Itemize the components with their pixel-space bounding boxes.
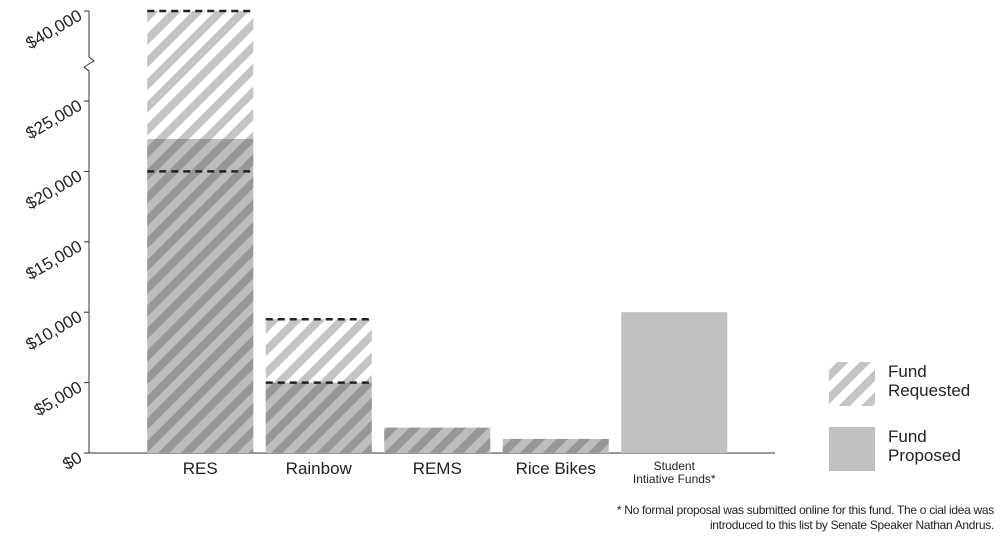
- legend-swatch: [829, 362, 875, 406]
- x-tick-label: Student Intiative Funds*: [632, 459, 716, 486]
- footnote: * No formal proposal was submitted onlin…: [616, 503, 994, 517]
- y-tick-label: $25,000: [23, 96, 86, 143]
- bar-proposed: [502, 438, 609, 453]
- legend-label: Fund Requested: [888, 362, 971, 400]
- legend-label: Fund Proposed: [888, 427, 961, 465]
- bar-proposed: [621, 312, 728, 453]
- y-tick-label: $10,000: [23, 307, 86, 354]
- legend-swatch: [829, 427, 875, 471]
- x-tick-label: RES: [182, 459, 218, 478]
- y-tick-label: $5,000: [31, 377, 86, 419]
- bar-proposed: [147, 139, 254, 454]
- y-tick-label: $0: [59, 448, 85, 474]
- y-tick-label: $20,000: [23, 166, 86, 213]
- x-tick-label: Rice Bikes: [515, 459, 596, 478]
- x-tick-label: REMS: [412, 459, 462, 478]
- x-tick-label: Rainbow: [285, 459, 352, 478]
- bar-proposed: [384, 427, 491, 453]
- bar-proposed: [265, 382, 372, 453]
- footnote: introduced to this list by Senate Speake…: [709, 518, 994, 532]
- y-tick-label: $40,000: [23, 6, 86, 53]
- y-axis: [83, 11, 95, 453]
- y-tick-label: $15,000: [23, 237, 86, 284]
